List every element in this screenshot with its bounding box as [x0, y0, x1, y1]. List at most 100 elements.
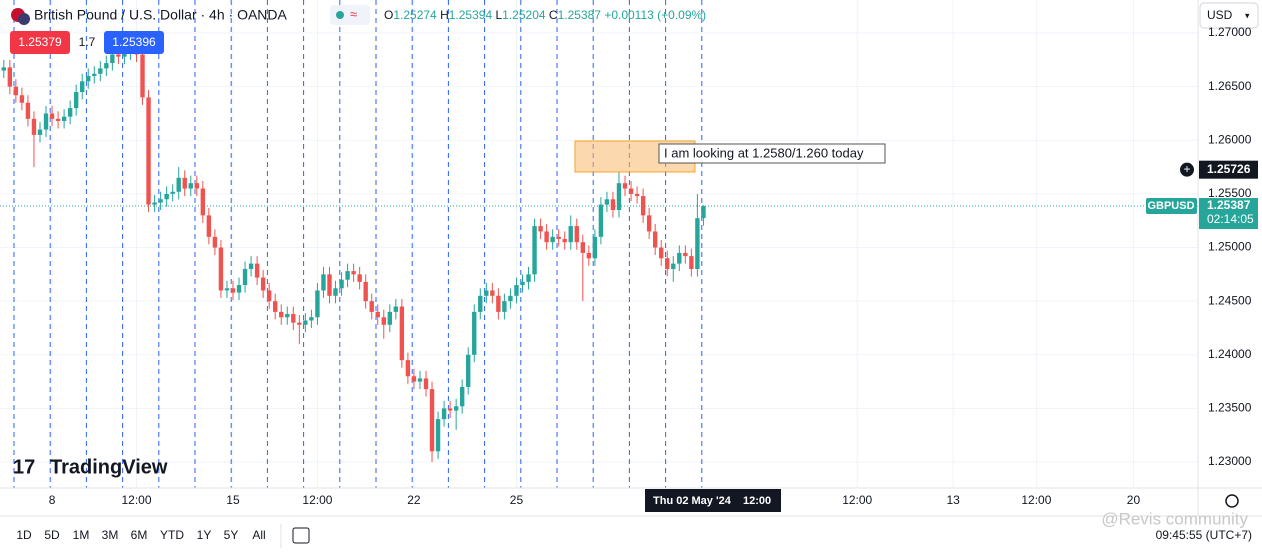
y-tick-label: 1.27000: [1208, 25, 1252, 39]
status-icons: [330, 5, 370, 25]
candle-body: [514, 285, 519, 296]
candle-body: [701, 206, 706, 219]
candle-body: [92, 73, 97, 76]
candle-body: [634, 193, 640, 197]
candle-body: [236, 285, 242, 293]
candle-body: [25, 102, 31, 119]
candle-body: [683, 252, 688, 257]
y-tick-label: 1.24000: [1208, 347, 1252, 361]
period-button[interactable]: 6M: [131, 528, 148, 542]
candle-body: [574, 226, 579, 243]
candle-body: [423, 378, 429, 390]
candle-body: [671, 263, 676, 269]
candle-body: [7, 67, 13, 87]
crosshair-price-label: 1.25726: [1207, 162, 1251, 176]
candle-body: [484, 290, 489, 296]
candle-body: [351, 271, 356, 275]
cursor-time-box: [645, 489, 781, 512]
flag-icon: [18, 13, 30, 25]
candle-body: [218, 247, 224, 291]
candle-body: [188, 183, 193, 189]
low-value: 1.25204: [502, 8, 546, 22]
candle-body: [279, 311, 284, 318]
candle-body: [568, 226, 573, 243]
candle-body: [19, 95, 25, 103]
candle-body: [104, 63, 109, 69]
drawings: [0, 0, 1198, 488]
buy-button[interactable]: [104, 31, 164, 54]
candle-body: [182, 177, 187, 189]
x-tick-label: 25: [510, 493, 524, 507]
clock: 09:45:55 (UTC+7): [1156, 528, 1252, 542]
period-button[interactable]: 1M: [73, 528, 90, 542]
candle-body: [37, 129, 43, 135]
candle-body: [357, 274, 362, 282]
candle-body: [345, 271, 350, 280]
last-price-box: [1199, 198, 1258, 230]
period-button[interactable]: 1Y: [197, 528, 212, 542]
last-price-label: 1.25387: [1207, 198, 1251, 212]
candle-body: [98, 68, 103, 74]
candle-body: [417, 378, 423, 382]
logo-text: TradingView: [50, 456, 168, 478]
candle-body: [453, 406, 459, 411]
candle-body: [496, 295, 501, 312]
candle-body: [604, 199, 610, 205]
period-button[interactable]: YTD: [160, 528, 184, 542]
x-tick-label: 13: [946, 493, 960, 507]
period-button[interactable]: 5Y: [224, 528, 239, 542]
symbol-label: GBPUSD: [1147, 200, 1194, 212]
candle-body: [399, 306, 405, 361]
candle-body: [321, 274, 326, 291]
candle-body: [429, 389, 435, 452]
candle-body: [122, 52, 127, 57]
market-open-dot: [336, 11, 344, 19]
high-value: 1.25394: [449, 8, 493, 22]
y-tick-label: 1.23500: [1208, 401, 1252, 415]
y-tick-label: 1.23000: [1208, 454, 1252, 468]
candle-body: [1, 67, 6, 71]
change-value: +0.00113 (+0.09%): [604, 8, 706, 22]
settings-icon[interactable]: [1225, 494, 1239, 508]
period-button[interactable]: 5D: [44, 528, 60, 542]
candle-body: [230, 288, 236, 293]
candle-body: [544, 231, 549, 243]
candle-body: [677, 252, 682, 264]
candle-body: [212, 236, 218, 248]
x-tick-label: 15: [226, 493, 240, 507]
candle-body: [333, 288, 338, 296]
candle-body: [580, 242, 586, 253]
candle-body: [86, 75, 91, 82]
candle-body: [273, 301, 278, 312]
add-alert-icon[interactable]: [1180, 162, 1194, 177]
period-button[interactable]: 3M: [102, 528, 119, 542]
candle-body: [13, 86, 19, 96]
period-button[interactable]: 1D: [16, 528, 32, 542]
period-button[interactable]: All: [252, 528, 265, 542]
candle-body: [206, 215, 212, 237]
ohlc-label: L: [495, 8, 502, 22]
x-tick-label: 12:00: [302, 493, 332, 507]
candle-body: [393, 306, 399, 312]
candle-body: [508, 295, 513, 302]
candle-body: [526, 274, 531, 282]
close-value: 1.25387: [558, 8, 602, 22]
logo-icon: 17: [13, 456, 35, 478]
candle-body: [67, 108, 73, 117]
candle-body: [176, 177, 181, 192]
candle-body: [266, 290, 272, 302]
candle-body: [43, 113, 49, 130]
candle-body: [152, 202, 157, 205]
ohlc-label: H: [440, 8, 449, 22]
candle-body: [665, 258, 670, 269]
sell-button[interactable]: [10, 31, 70, 54]
candle-body: [303, 320, 308, 325]
candle-body: [622, 183, 628, 189]
candle-body: [285, 314, 290, 318]
currency-button[interactable]: [1199, 2, 1259, 29]
ohlc-line: O1.25274 H1.25394 L1.25204 C1.25387 +0.0…: [384, 8, 706, 22]
calendar-icon[interactable]: [292, 527, 310, 544]
candle-body: [520, 281, 525, 286]
cursor-time: 12:00: [743, 495, 771, 507]
candle-body: [242, 268, 248, 286]
